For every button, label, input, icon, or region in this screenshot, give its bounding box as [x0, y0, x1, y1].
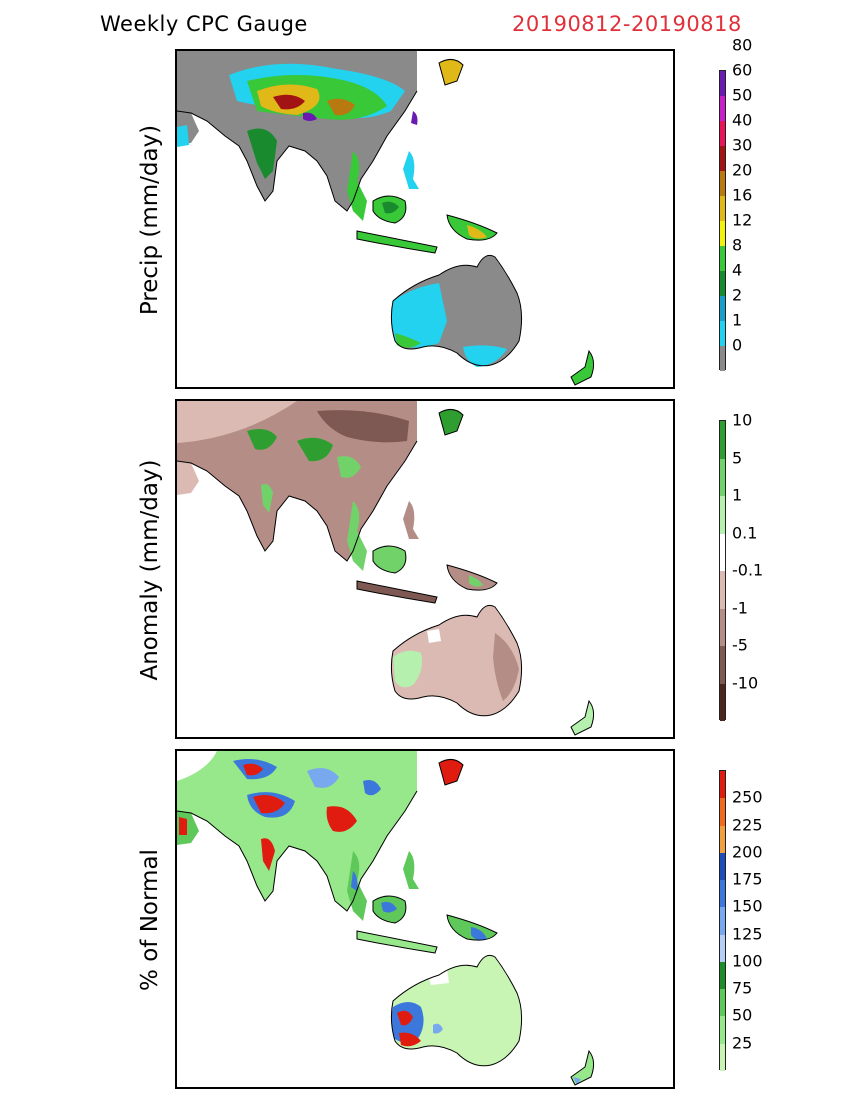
colorbar-segment [720, 346, 725, 371]
colorbar-segment [720, 171, 725, 196]
maritime-continent [357, 59, 497, 253]
colorbar-tick-label: 80 [732, 35, 753, 55]
maritime-continent [357, 409, 497, 603]
colorbar-segment [720, 71, 725, 96]
colorbar-segment [720, 96, 725, 121]
colorbar-segment [720, 421, 725, 459]
colorbar-segment [720, 1043, 725, 1071]
colorbar-tick-label: 1 [732, 310, 743, 330]
colorbar-tick-label: 8 [732, 235, 743, 255]
australia-landmass [391, 255, 594, 385]
colorbar-segment [720, 221, 725, 246]
colorbar-segment [720, 146, 725, 171]
colorbar-segment [720, 296, 725, 321]
colorbar-segment [720, 646, 725, 684]
colorbar-segment [720, 798, 725, 826]
precip-map [175, 49, 675, 389]
colorbar-segment [720, 825, 725, 853]
colorbar-tick-label: -10 [732, 673, 759, 692]
colorbar-tick-label: 50 [732, 85, 753, 105]
colorbar-tick-label: 2 [732, 285, 743, 305]
asia-landmass [177, 401, 417, 571]
asia-landmass [177, 751, 417, 921]
maritime-continent [357, 759, 497, 953]
colorbar-tick-label: 40 [732, 110, 753, 130]
colorbar-tick-label: 1 [732, 485, 743, 505]
colorbar-tick-label: 100 [732, 951, 763, 971]
australia-landmass [391, 605, 594, 735]
colorbar-tick-label: 20 [732, 160, 753, 180]
colorbar-tick-label: 5 [732, 448, 743, 467]
coastlines [177, 59, 595, 386]
colorbar-segment [720, 458, 725, 496]
colorbar-segment [720, 496, 725, 534]
colorbar-segment [720, 196, 725, 221]
colorbar-segment [720, 571, 725, 609]
anomaly-map [175, 399, 675, 739]
anomaly-panel-label: Anomaly (mm/day) [137, 459, 163, 681]
colorbar-segment [720, 907, 725, 935]
coastlines [177, 759, 595, 1086]
asia-landmass [177, 51, 417, 221]
colorbar-tick-label: 75 [732, 978, 753, 998]
date-range: 20190812-20190818 [512, 12, 742, 36]
map-title: Weekly CPC Gauge [100, 12, 308, 36]
colorbar-tick-label: 60 [732, 60, 753, 80]
colorbar-tick-label: 10 [732, 410, 753, 430]
colorbar-segment [720, 880, 725, 908]
colorbar-tick-label: -5 [732, 635, 748, 655]
precip-panel-label: Precip (mm/day) [137, 124, 163, 316]
colorbar-segment [720, 683, 725, 721]
colorbar-segment [720, 608, 725, 646]
colorbar-tick-label: 125 [732, 924, 763, 944]
colorbar-segment [720, 989, 725, 1017]
percent-map [175, 749, 675, 1089]
colorbar-tick-label: -1 [732, 598, 748, 617]
colorbar-segment [720, 852, 725, 881]
colorbar-tick-label: 4 [732, 260, 743, 280]
colorbar-tick-label: 30 [732, 135, 753, 155]
anomaly-colorbar [719, 420, 726, 721]
colorbar-tick-label: 150 [732, 896, 763, 916]
colorbar-segment [720, 961, 725, 990]
australia-landmass [391, 955, 594, 1085]
percent-colorbar [719, 770, 726, 1071]
colorbar-tick-label: 50 [732, 1005, 753, 1025]
precip-colorbar [719, 70, 726, 371]
colorbar-tick-label: 0 [732, 335, 743, 355]
colorbar-tick-label: 25 [732, 1033, 753, 1053]
colorbar-segment [720, 271, 725, 296]
colorbar-segment [720, 934, 725, 962]
colorbar-tick-label: 250 [732, 787, 763, 807]
colorbar-tick-label: 0.1 [732, 523, 758, 542]
colorbar-segment [720, 533, 725, 571]
percent-panel-label: % of Normal [137, 849, 163, 991]
colorbar-tick-label: 225 [732, 815, 763, 835]
colorbar-segment [720, 321, 725, 346]
colorbar-segment [720, 121, 725, 146]
colorbar-segment [720, 1016, 725, 1044]
colorbar-tick-label: 12 [732, 210, 753, 230]
colorbar-tick-label: 175 [732, 869, 763, 889]
colorbar-tick-label: -0.1 [732, 560, 764, 580]
colorbar-segment [720, 771, 725, 799]
colorbar-tick-label: 16 [732, 185, 753, 205]
colorbar-segment [720, 246, 725, 271]
coastlines [177, 409, 595, 736]
colorbar-tick-label: 200 [732, 842, 763, 862]
